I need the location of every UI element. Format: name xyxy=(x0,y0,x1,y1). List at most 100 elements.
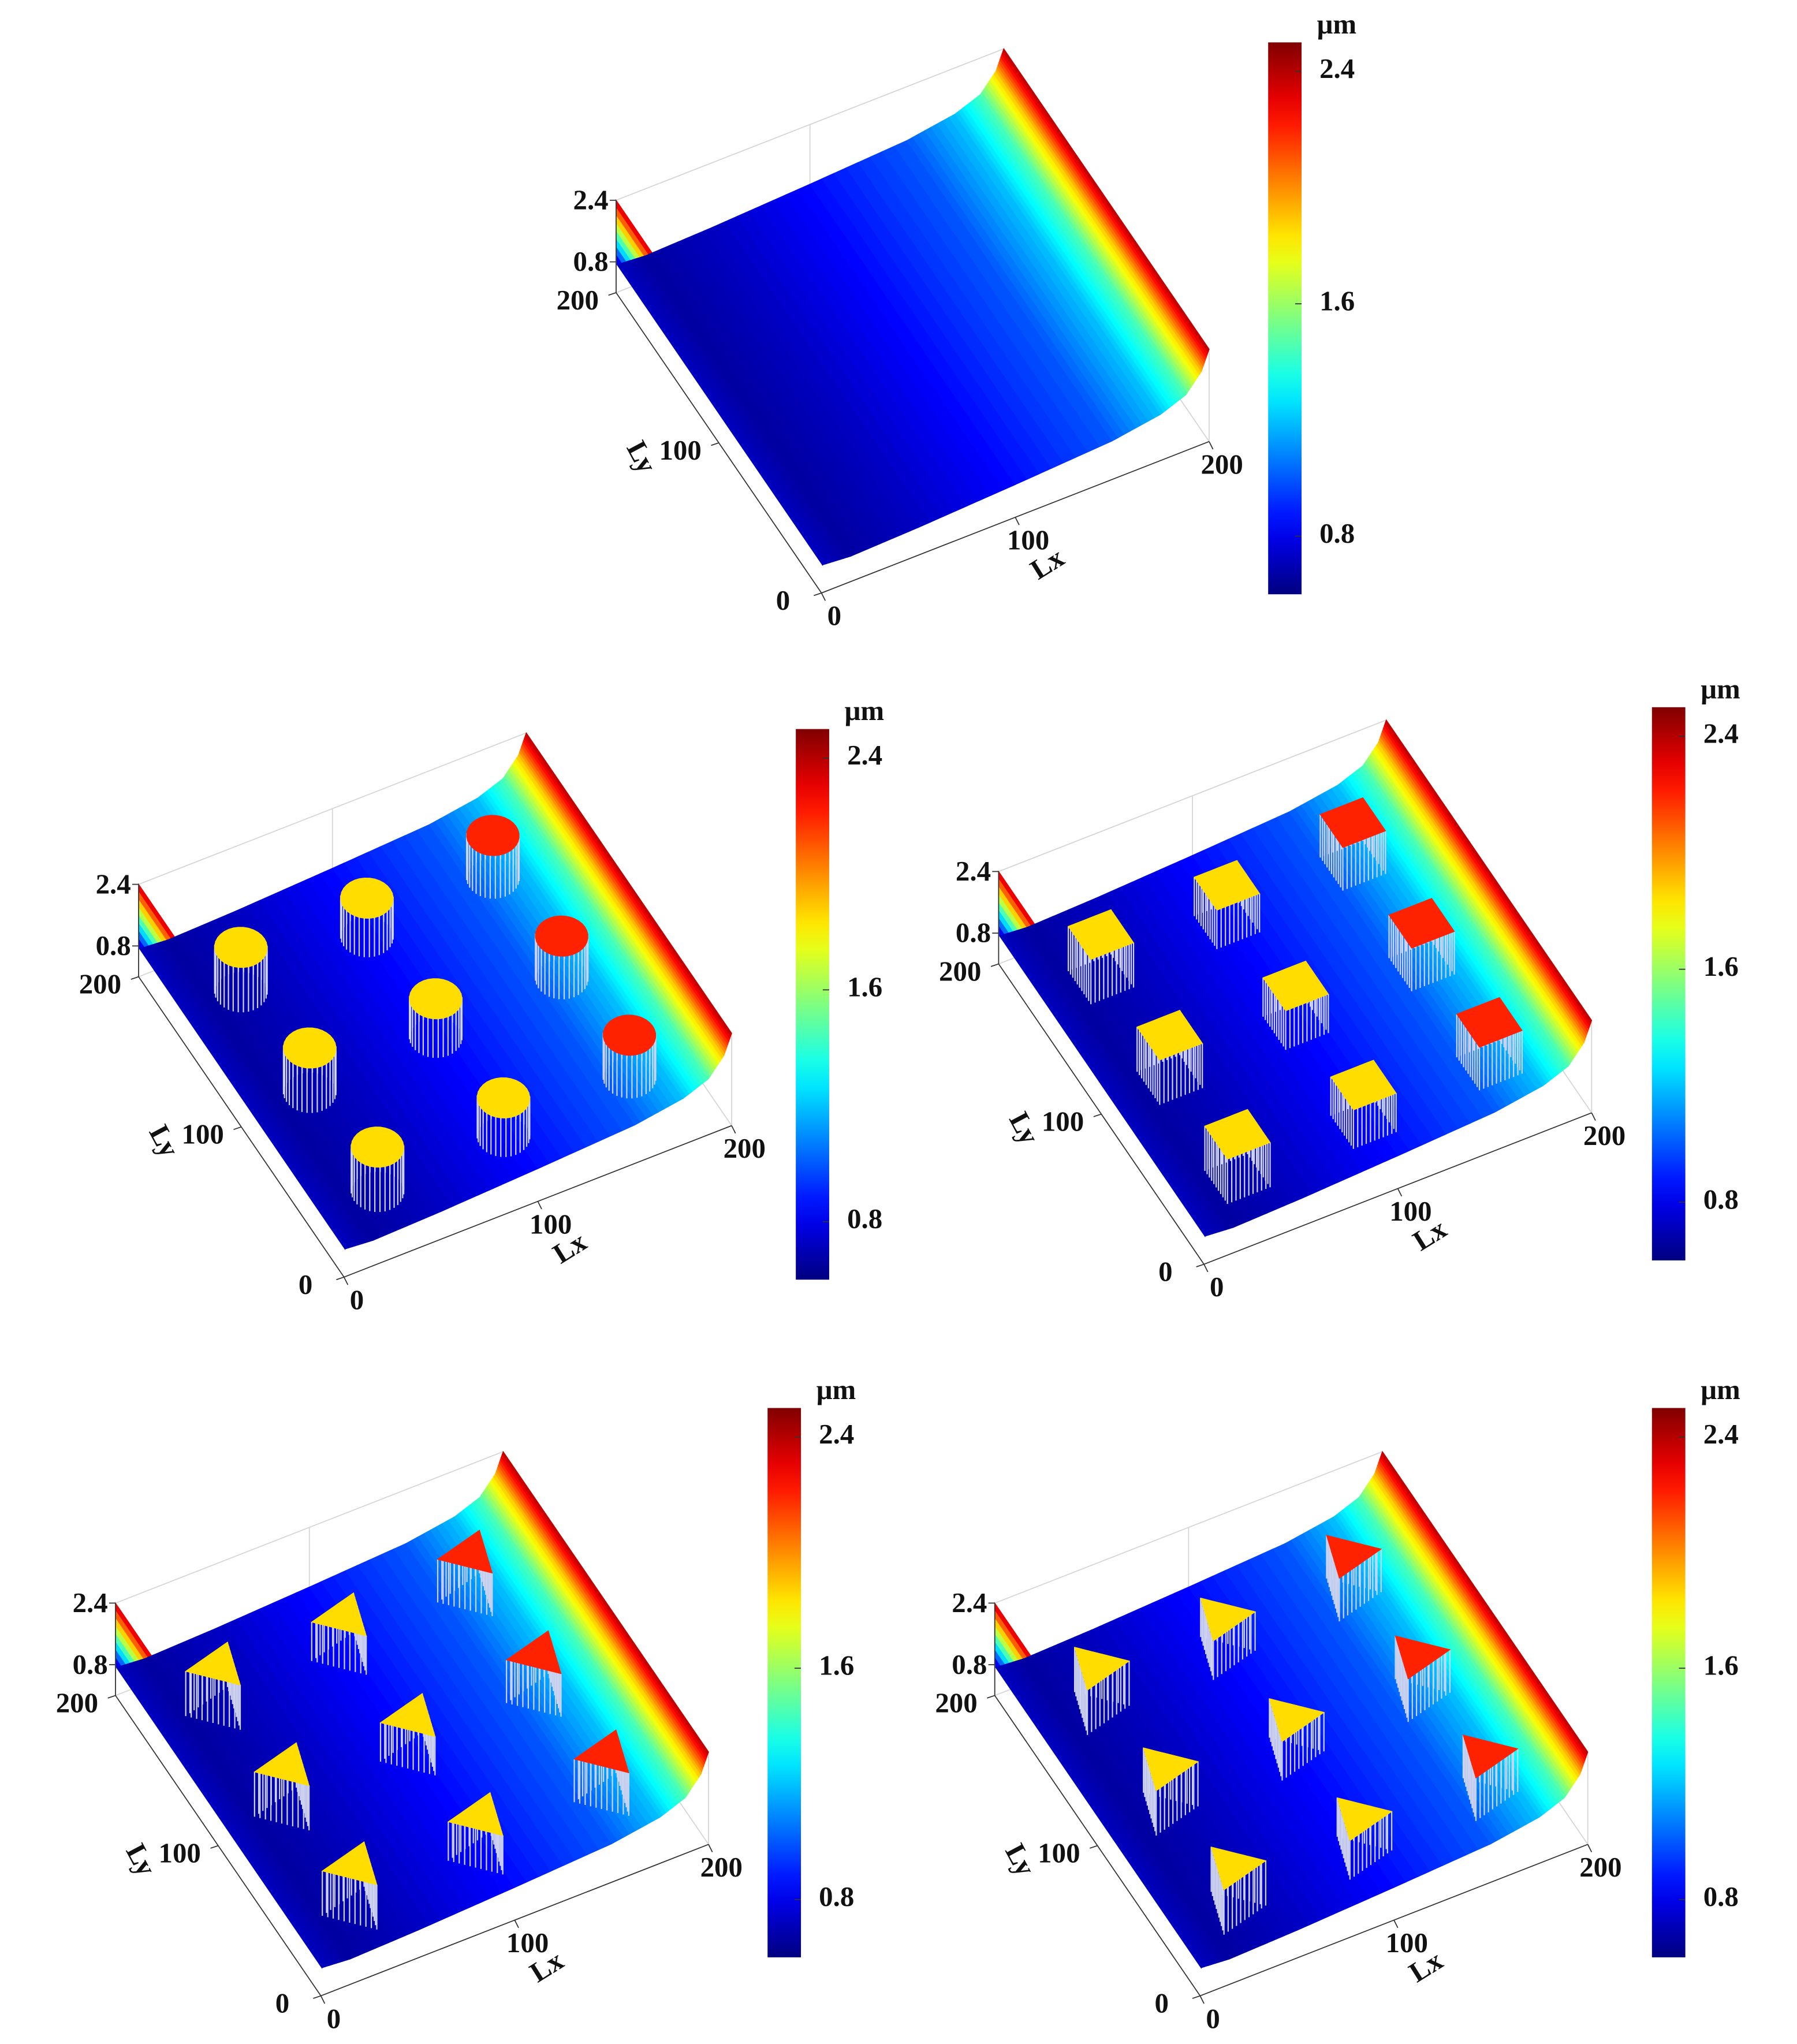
x-tick-label: 200 xyxy=(1583,1120,1625,1151)
y-tick-label: 200 xyxy=(79,968,121,1000)
x-tick xyxy=(1397,1188,1403,1197)
pillar-top xyxy=(535,915,588,957)
z-tick-label: 2.4 xyxy=(96,868,131,900)
x-tick-label: 100 xyxy=(1007,524,1049,556)
y-tick xyxy=(711,442,719,446)
y-tick-label: 200 xyxy=(939,955,981,987)
colorbar xyxy=(767,1408,801,1957)
colorbar-tick-label: 2.4 xyxy=(1703,717,1739,749)
z-tick-label: 2.4 xyxy=(956,855,991,887)
pillar-top xyxy=(466,815,520,856)
x-tick xyxy=(708,1844,713,1853)
colorbar-tick-label: 2.4 xyxy=(1703,1418,1739,1450)
pillar-top xyxy=(379,1692,436,1737)
y-axis-label: Ly xyxy=(999,1838,1042,1881)
pillar-top xyxy=(437,1530,493,1574)
pillar-top xyxy=(1262,960,1329,1012)
y-tick-label: 0 xyxy=(1154,1987,1168,2019)
colorbar-label: μm xyxy=(1701,673,1740,704)
pillar-top xyxy=(409,978,463,1020)
pillar-top xyxy=(1143,1747,1199,1792)
y-tick xyxy=(336,1276,345,1281)
z-tick-label: 2.4 xyxy=(952,1587,987,1618)
pillar-top xyxy=(351,1127,404,1168)
surface-strip xyxy=(501,1450,709,1756)
y-tick xyxy=(1192,1995,1201,1999)
y-tick xyxy=(210,1845,219,1849)
colorbar-tick-label: 2.4 xyxy=(1319,53,1355,84)
colorbar-tick-label: 2.4 xyxy=(847,739,882,771)
z-tick-label: 2.4 xyxy=(73,1587,108,1618)
x-tick-label: 0 xyxy=(1206,2002,1220,2034)
x-tick xyxy=(1015,517,1020,525)
y-tick xyxy=(987,1695,995,1699)
x-tick xyxy=(1209,441,1214,450)
colorbar xyxy=(796,729,829,1280)
y-tick-label: 100 xyxy=(1038,1837,1080,1869)
z-tick-label: 0.8 xyxy=(952,1648,987,1680)
x-tick-label: 0 xyxy=(327,2002,341,2034)
pillar-top xyxy=(253,1742,310,1786)
pillar-top xyxy=(447,1792,504,1836)
pillar-top xyxy=(1456,997,1523,1048)
surface-strip xyxy=(1385,719,1593,1024)
pillar-top xyxy=(1395,1635,1451,1680)
pillar-top xyxy=(1204,1109,1271,1160)
y-tick xyxy=(1196,1263,1205,1267)
pillar-top xyxy=(1074,1647,1130,1691)
pillar-top xyxy=(1462,1735,1519,1779)
y-tick-label: 100 xyxy=(182,1118,224,1150)
z-tick-label: 0.8 xyxy=(573,245,609,277)
y-tick xyxy=(814,592,822,596)
colorbar xyxy=(1651,1408,1686,1957)
y-tick-label: 0 xyxy=(776,584,790,616)
pillar-top xyxy=(1319,797,1386,848)
x-tick-label: 0 xyxy=(1210,1271,1224,1303)
x-tick-label: 200 xyxy=(1201,448,1243,480)
y-tick-label: 100 xyxy=(1042,1105,1084,1137)
pillar-top xyxy=(1200,1597,1257,1642)
x-tick-label: 100 xyxy=(530,1208,572,1240)
y-tick xyxy=(313,1995,321,1999)
y-axis-label: Ly xyxy=(120,1838,163,1881)
pillar-top xyxy=(1068,909,1135,960)
y-tick xyxy=(990,963,999,967)
x-tick xyxy=(320,1995,326,2004)
y-tick-label: 100 xyxy=(159,1837,201,1869)
colorbar-tick-label: 0.8 xyxy=(847,1203,882,1234)
pillar-top xyxy=(476,1077,530,1118)
colorbar-label: μm xyxy=(817,1374,856,1405)
pillar-top xyxy=(603,1014,657,1056)
y-tick-label: 100 xyxy=(659,434,701,466)
pillar-top xyxy=(1388,898,1455,949)
pillar-top xyxy=(185,1641,241,1686)
x-tick-label: 100 xyxy=(1386,1927,1428,1959)
pillar-top xyxy=(321,1841,378,1885)
pillar-top xyxy=(1330,1060,1397,1111)
z-tick-label: 2.4 xyxy=(573,184,609,215)
pillar-top xyxy=(1194,860,1261,911)
pillar-top xyxy=(283,1027,337,1069)
colorbar-tick-label: 1.6 xyxy=(847,971,882,1003)
z-tick-label: 0.8 xyxy=(73,1648,108,1680)
pillar-top xyxy=(505,1630,562,1674)
colorbar-tick-label: 0.8 xyxy=(1703,1881,1739,1912)
colorbar-label: μm xyxy=(1317,8,1356,40)
y-tick xyxy=(233,1126,242,1131)
pillar-top xyxy=(311,1592,367,1636)
x-tick xyxy=(821,592,826,601)
x-tick xyxy=(731,1125,736,1134)
y-tick xyxy=(107,1695,116,1699)
y-tick-label: 200 xyxy=(557,284,599,316)
y-tick-label: 200 xyxy=(56,1687,98,1718)
pillar-top xyxy=(573,1729,629,1774)
pillar-top xyxy=(1136,1009,1203,1061)
x-tick xyxy=(1591,1112,1596,1121)
